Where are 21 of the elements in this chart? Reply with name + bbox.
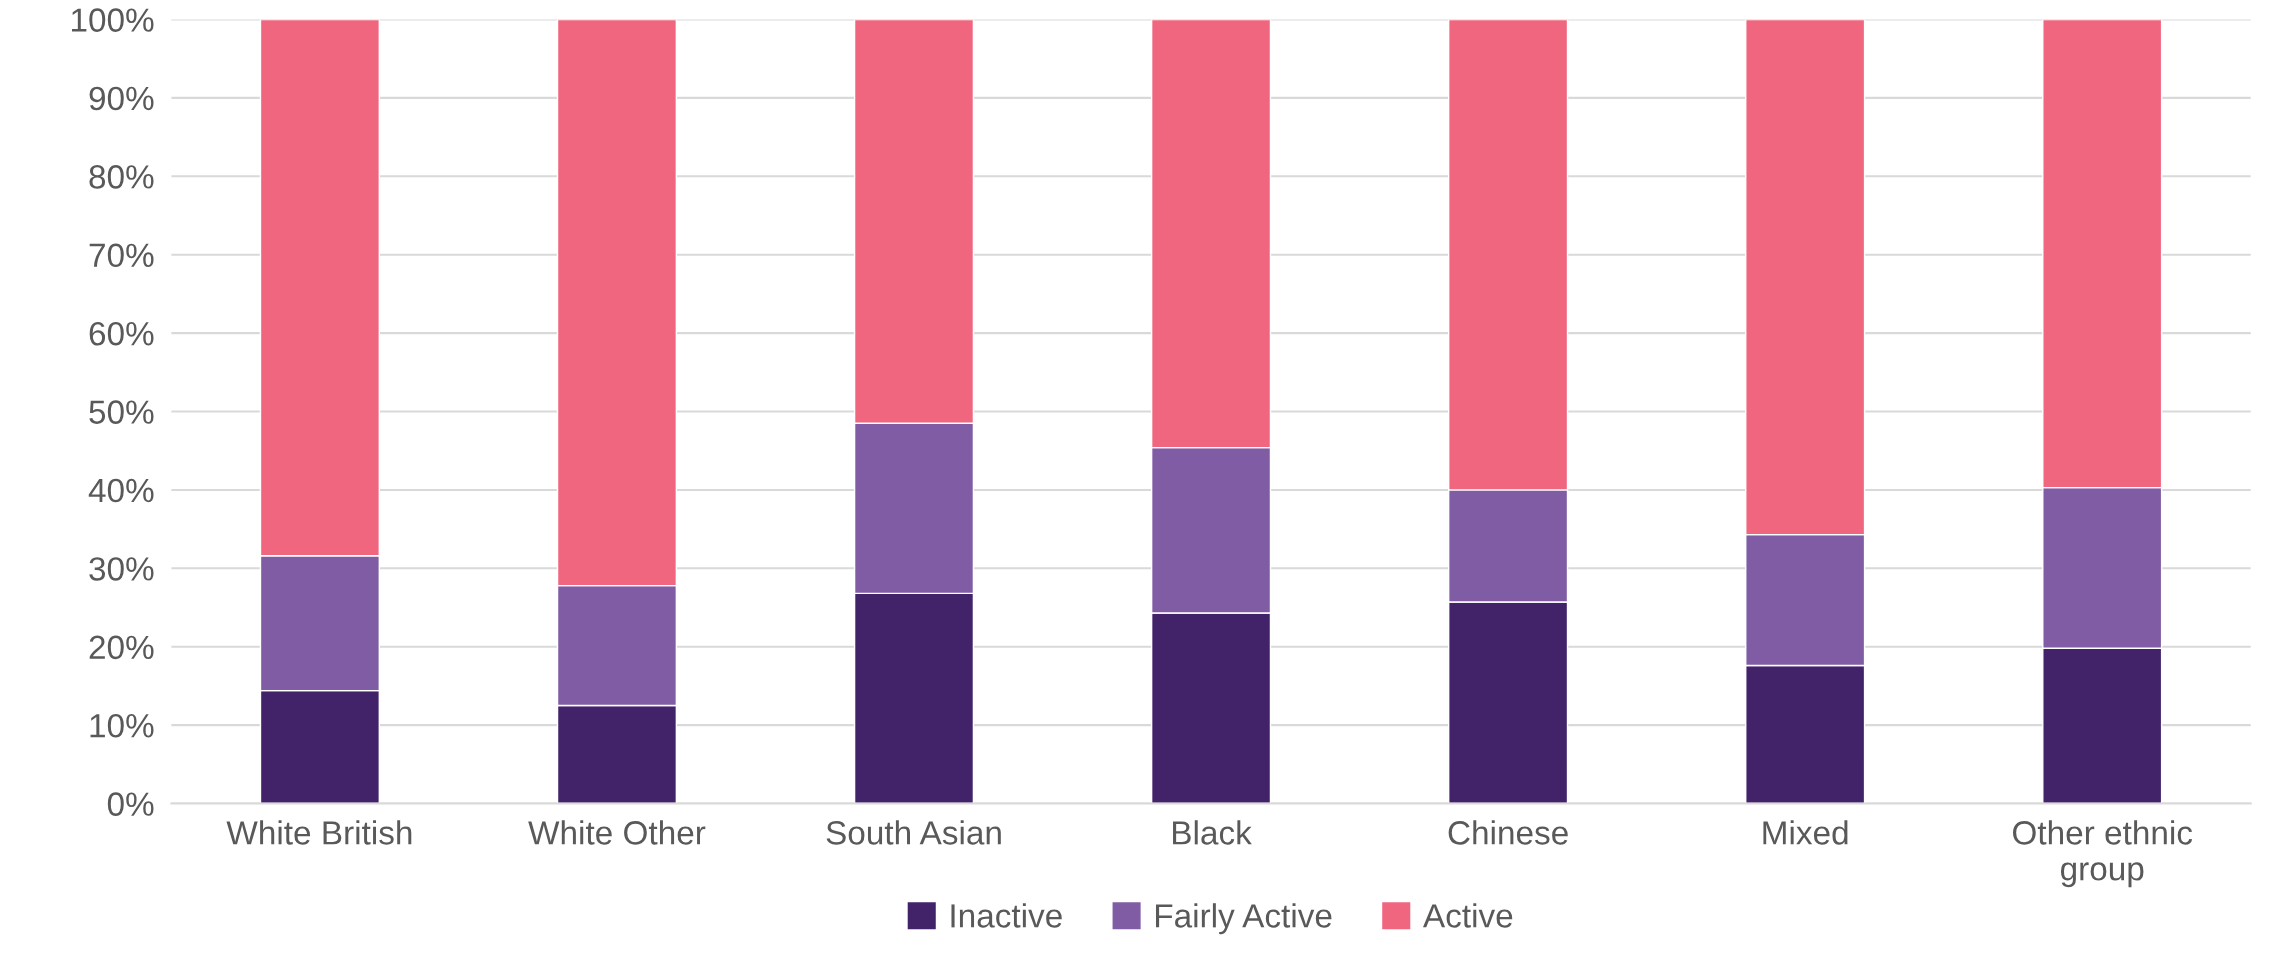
legend-label: Active (1423, 903, 1513, 928)
y-tick-label: 60% (89, 321, 154, 346)
legend-label: Inactive (951, 903, 1062, 928)
x-tick-label: Mixed (1763, 820, 1848, 845)
y-tick-label: 20% (89, 635, 154, 660)
x-tick-label: South Asian (826, 820, 1001, 845)
y-tick-label: 100% (72, 8, 154, 32)
x-tick-label: Other ethnic group (2013, 820, 2193, 888)
x-tick-label: White Other (528, 820, 706, 845)
y-tick-label: 50% (89, 400, 154, 424)
legend-label: Fairly Active (1156, 903, 1332, 935)
y-tick-label: 10% (90, 713, 154, 738)
y-tick-label: 70% (89, 243, 154, 268)
x-tick-label: White British (226, 820, 412, 845)
x-tick-label: Black (1173, 820, 1252, 845)
x-tick-label: Chinese (1448, 820, 1568, 845)
y-tick-label: 80% (89, 165, 154, 189)
y-tick-label: 90% (89, 86, 154, 111)
y-tick-label: 40% (88, 478, 154, 503)
y-tick-label: 30% (89, 557, 154, 581)
y-tick-label: 0% (107, 792, 154, 816)
